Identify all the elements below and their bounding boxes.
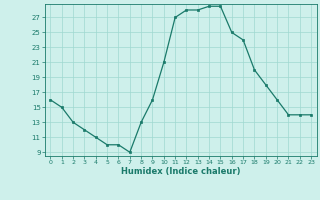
X-axis label: Humidex (Indice chaleur): Humidex (Indice chaleur): [121, 167, 241, 176]
